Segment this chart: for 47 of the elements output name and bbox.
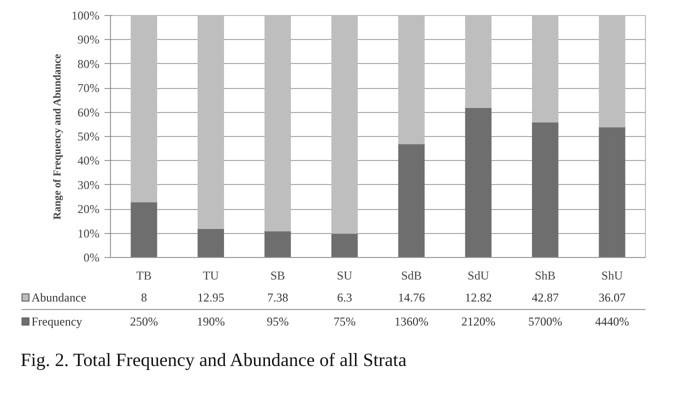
x-tick-label: TB — [136, 268, 152, 282]
bar — [198, 228, 224, 258]
y-tick-label: 60% — [78, 105, 100, 120]
bar — [598, 126, 626, 258]
text: 4440% — [595, 314, 630, 328]
bar — [465, 106, 492, 258]
bar — [331, 232, 358, 258]
x-tick-label: SdB — [401, 268, 422, 282]
bar — [130, 201, 158, 258]
y-tick-label: 10% — [78, 226, 100, 240]
text: 190% — [196, 314, 225, 328]
text: 2120% — [461, 314, 496, 328]
text: 5700% — [528, 314, 562, 328]
x-tick-label: SB — [270, 268, 286, 282]
text: 36.07 — [598, 290, 626, 304]
text: 95% — [266, 314, 289, 328]
bar — [264, 230, 291, 258]
text: 75% — [334, 314, 356, 328]
text: 1360% — [394, 314, 428, 328]
y-tick-label: 30% — [78, 178, 100, 192]
text: 7.38 — [267, 290, 288, 304]
y-tick-label: 80% — [78, 56, 100, 71]
y-tick-label: 0% — [84, 250, 100, 264]
y-tick-label: 90% — [78, 32, 100, 47]
text: 12.82 — [464, 290, 492, 304]
x-tick-label: SdU — [468, 268, 490, 282]
bar — [532, 121, 558, 258]
caption: Fig. 2. Total Frequency and Abundance of all Strata — [20, 350, 408, 371]
text: 12.95 — [197, 290, 224, 304]
legend-label: Abundance — [32, 290, 86, 304]
x-tick-label: SU — [336, 268, 353, 282]
x-tick-label: TU — [202, 268, 220, 282]
text: 14.76 — [398, 290, 425, 304]
text: 250% — [130, 314, 158, 328]
text: 6.3 — [337, 290, 352, 304]
y-tick-label: 40% — [78, 154, 100, 168]
y-tick-label: 70% — [78, 81, 100, 96]
text: 42.87 — [532, 290, 559, 304]
y-axis-title: Range of Frequency and Abundance — [52, 54, 64, 220]
x-tick-label: ShU — [601, 268, 624, 282]
x-tick-label: ShB — [534, 268, 556, 282]
legend-label: Frequency — [32, 314, 82, 328]
bar — [398, 143, 425, 258]
text: 8 — [140, 290, 147, 304]
y-tick-label: 20% — [78, 202, 100, 216]
y-tick-label: 50% — [78, 130, 100, 144]
y-tick-label: 100% — [72, 8, 100, 22]
